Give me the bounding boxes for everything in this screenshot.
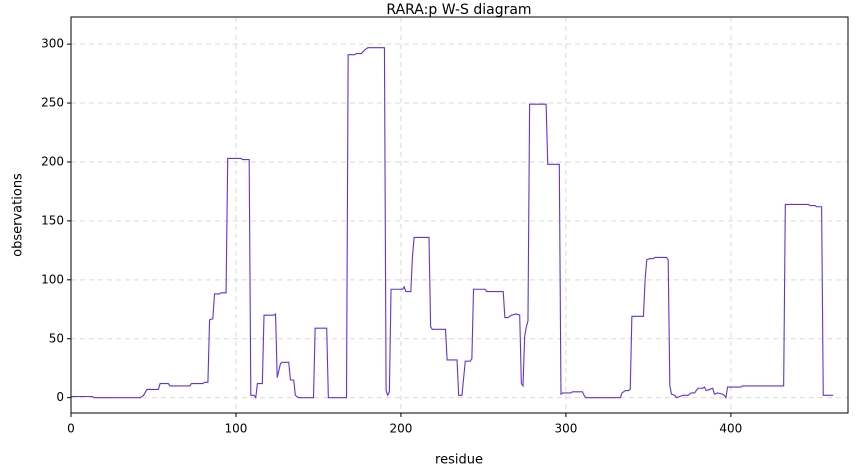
y-axis-label: observations: [11, 173, 26, 257]
x-tick-label: 200: [389, 422, 412, 436]
y-tick-label: 50: [49, 331, 64, 345]
y-tick-label: 250: [41, 96, 64, 110]
x-tick-label: 100: [225, 422, 248, 436]
data-line: [71, 47, 834, 400]
x-axis-label: residue: [435, 453, 483, 468]
y-tick-label: 150: [41, 213, 64, 227]
x-tick-label: 400: [719, 422, 742, 436]
x-tick-label: 300: [554, 422, 577, 436]
y-tick-label: 300: [41, 37, 64, 51]
chart-title: RARA:p W-S diagram: [386, 2, 531, 18]
y-tick-label: 0: [56, 390, 64, 404]
plot-frame: [70, 16, 849, 414]
y-tick-label: 200: [41, 154, 64, 168]
y-tick-label: 100: [41, 272, 64, 286]
x-tick-label: 0: [67, 422, 75, 436]
